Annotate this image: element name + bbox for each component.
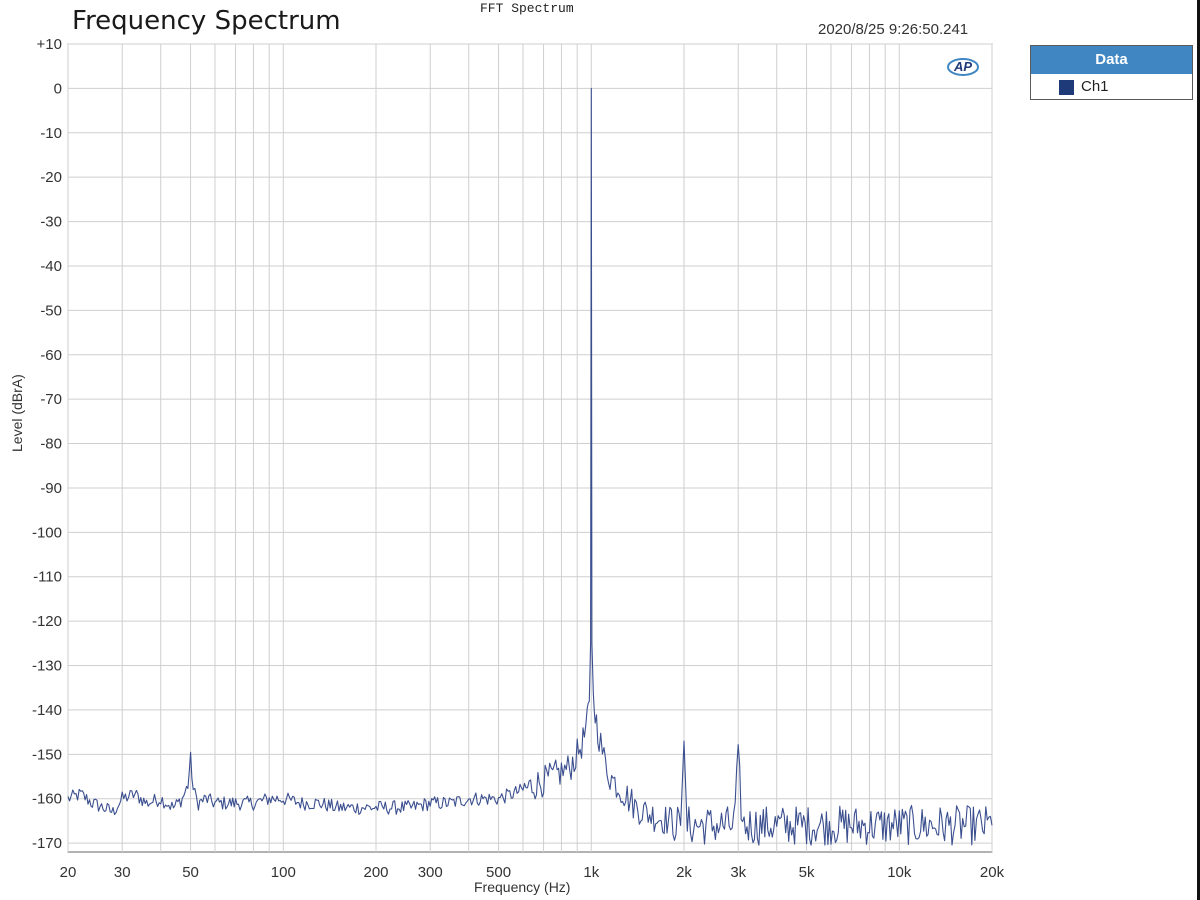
x-tick-label: 50 [182, 864, 199, 881]
y-tick-label: -130 [32, 658, 62, 675]
timestamp: 2020/8/25 9:26:50.241 [818, 21, 969, 38]
y-tick-label: -20 [40, 169, 62, 186]
window-border [1197, 0, 1200, 900]
x-tick-label: 500 [486, 864, 511, 881]
x-axis-ticks: 20 30 50 100 200 300 500 1k 2k 3k 5k 10k 20k [60, 864, 1005, 881]
series-traces [67, 87, 993, 846]
x-tick-label: 20 [60, 864, 77, 881]
grid-lines [67, 43, 993, 852]
x-tick-label: 10k [887, 864, 912, 881]
ap-logo-icon: AP [946, 54, 980, 78]
y-tick-label: -10 [40, 125, 62, 142]
y-tick-label: -60 [40, 347, 62, 364]
y-axis-ticks: +10 0 -10 -20 -30 -40 -50 -60 -70 -80 -90 -100 -110 -… [32, 36, 62, 852]
legend-item-ch1[interactable]: Ch1 [1031, 74, 1192, 100]
y-tick-label: -80 [40, 436, 62, 453]
x-tick-label: 3k [730, 864, 746, 881]
x-tick-label: 300 [418, 864, 443, 881]
y-tick-label: 0 [54, 80, 62, 97]
y-tick-label: -110 [33, 569, 62, 586]
x-tick-label: 30 [114, 864, 131, 881]
x-tick-label: 200 [363, 864, 388, 881]
x-tick-label: 20k [980, 864, 1005, 881]
y-tick-label: -150 [32, 746, 62, 763]
ap-logo-text: AP [953, 59, 972, 74]
legend: Data Ch1 [1030, 45, 1193, 100]
x-axis-label: Frequency (Hz) [474, 879, 571, 895]
window-title: FFT Spectrum [480, 1, 574, 16]
y-tick-label: -120 [32, 613, 62, 630]
y-tick-label: -160 [32, 791, 62, 808]
plot-area [67, 43, 993, 853]
legend-title: Data [1031, 46, 1192, 74]
y-tick-label: -50 [40, 302, 62, 319]
y-tick-label: -170 [32, 835, 62, 852]
y-tick-label: -90 [40, 480, 62, 497]
y-tick-label: -70 [40, 391, 62, 408]
y-tick-label: -100 [32, 524, 62, 541]
y-axis-label: Level (dBrA) [9, 374, 25, 452]
y-tick-label: -140 [32, 702, 62, 719]
y-tick-label: -30 [40, 214, 62, 231]
y-tick-label: -40 [40, 258, 62, 275]
y-tick-label: +10 [37, 36, 62, 53]
x-tick-label: 5k [799, 864, 815, 881]
x-tick-label: 1k [583, 864, 599, 881]
legend-swatch [1059, 80, 1074, 95]
x-tick-label: 2k [676, 864, 692, 881]
legend-label: Ch1 [1081, 78, 1109, 95]
chart-title: Frequency Spectrum [72, 6, 341, 36]
series-line-ch1 [67, 87, 993, 846]
x-tick-label: 100 [271, 864, 296, 881]
